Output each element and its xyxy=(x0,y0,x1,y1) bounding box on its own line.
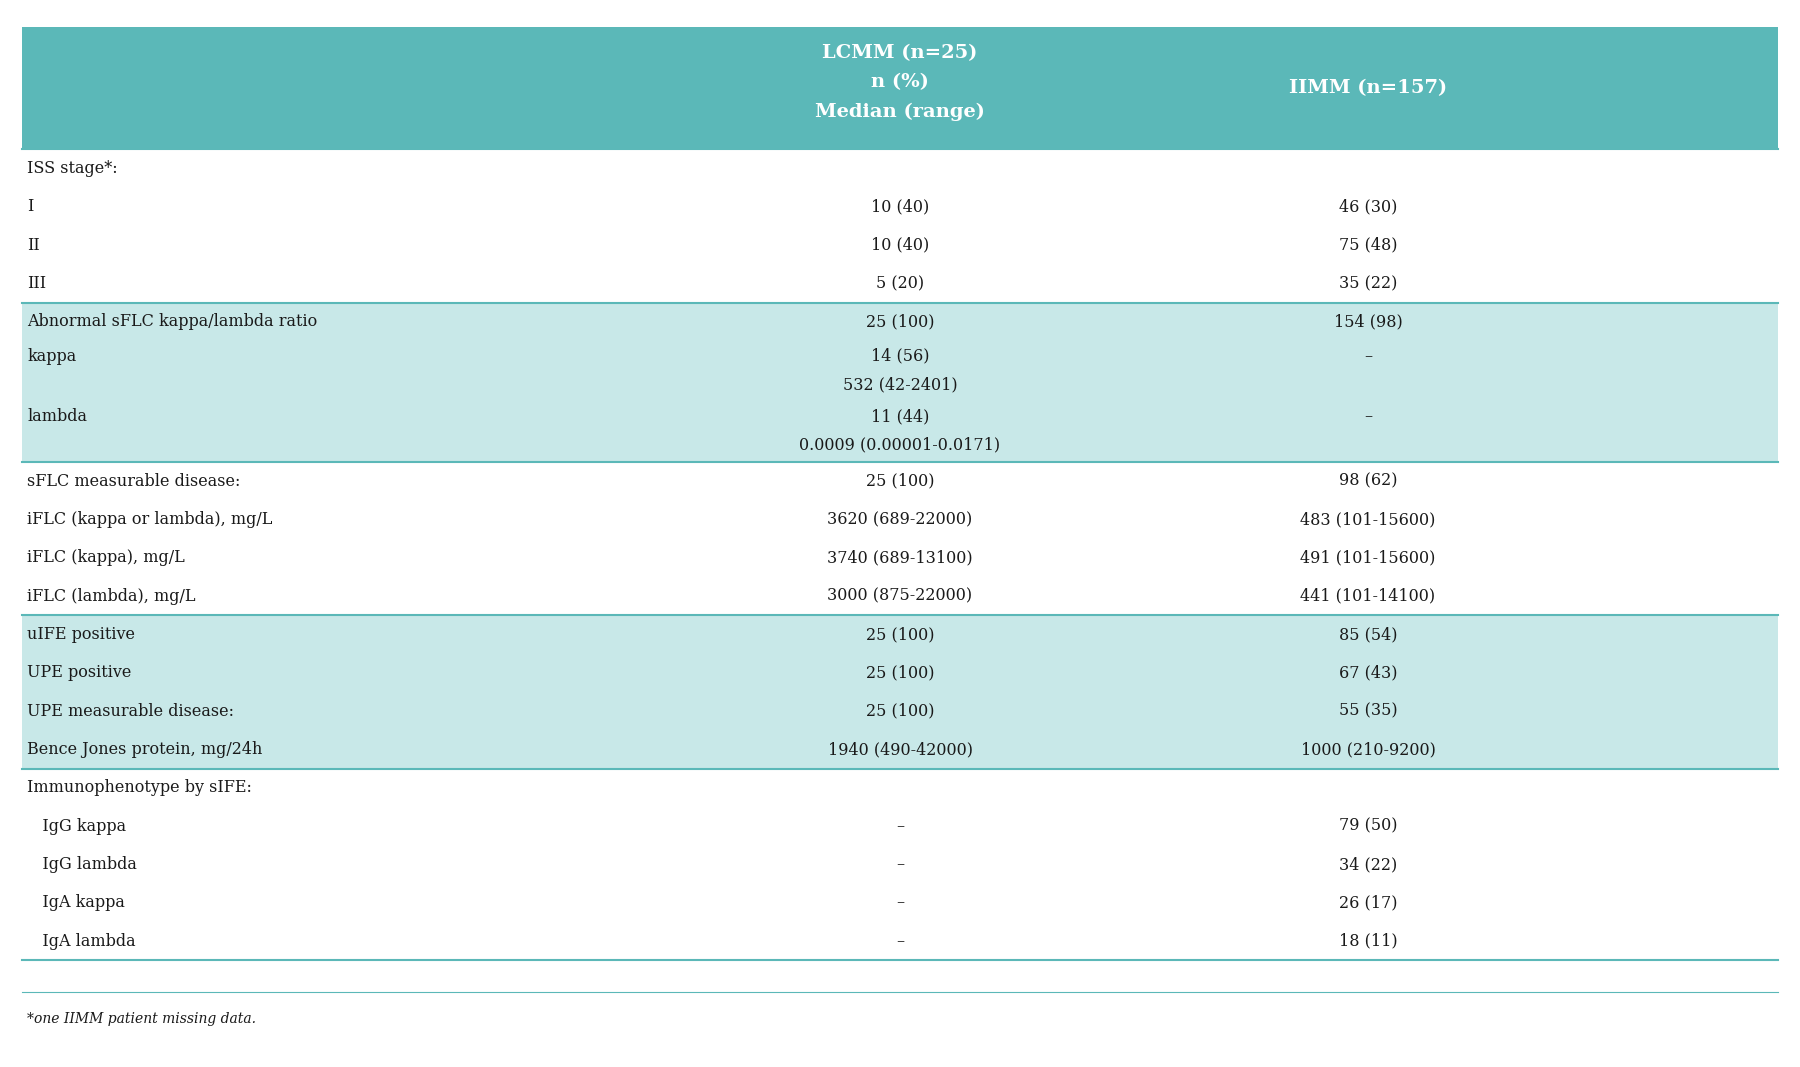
Text: 0.0009 (0.00001-0.0171): 0.0009 (0.00001-0.0171) xyxy=(799,436,1001,453)
Bar xyxy=(22,692,1778,730)
Text: I: I xyxy=(27,198,34,216)
Bar xyxy=(22,883,1778,922)
Text: 75 (48): 75 (48) xyxy=(1339,237,1397,254)
Text: Median (range): Median (range) xyxy=(815,102,985,121)
Text: 483 (101-15600): 483 (101-15600) xyxy=(1300,511,1436,528)
Text: IgA kappa: IgA kappa xyxy=(27,894,124,911)
Text: 3000 (875-22000): 3000 (875-22000) xyxy=(828,588,972,605)
Text: 10 (40): 10 (40) xyxy=(871,198,929,216)
Bar xyxy=(22,462,1778,500)
Text: 25 (100): 25 (100) xyxy=(866,626,934,643)
Bar xyxy=(22,807,1778,845)
Text: –: – xyxy=(896,933,904,950)
Text: uIFE positive: uIFE positive xyxy=(27,626,135,643)
Text: 85 (54): 85 (54) xyxy=(1339,626,1397,643)
Text: 10 (40): 10 (40) xyxy=(871,237,929,254)
Text: 5 (20): 5 (20) xyxy=(877,275,923,292)
Text: ISS stage*:: ISS stage*: xyxy=(27,160,117,177)
Bar xyxy=(22,845,1778,883)
Text: UPE positive: UPE positive xyxy=(27,665,131,682)
Text: –: – xyxy=(1364,409,1372,425)
Text: lambda: lambda xyxy=(27,409,86,425)
Bar xyxy=(22,730,1778,768)
Text: *one IIMM patient missing data.: *one IIMM patient missing data. xyxy=(27,1012,256,1026)
Bar xyxy=(22,303,1778,341)
Text: 26 (17): 26 (17) xyxy=(1339,894,1397,911)
Text: IgA lambda: IgA lambda xyxy=(27,933,135,950)
Text: IgG kappa: IgG kappa xyxy=(27,817,126,834)
Bar xyxy=(22,768,1778,807)
Text: 491 (101-15600): 491 (101-15600) xyxy=(1300,550,1436,567)
Bar xyxy=(22,226,1778,265)
Text: kappa: kappa xyxy=(27,348,76,365)
Bar xyxy=(22,654,1778,692)
Text: –: – xyxy=(1364,348,1372,365)
Text: –: – xyxy=(896,817,904,834)
Text: 441 (101-14100): 441 (101-14100) xyxy=(1300,588,1436,605)
Text: iFLC (kappa or lambda), mg/L: iFLC (kappa or lambda), mg/L xyxy=(27,511,272,528)
Text: 18 (11): 18 (11) xyxy=(1339,933,1397,950)
Text: 55 (35): 55 (35) xyxy=(1339,703,1397,719)
Text: –: – xyxy=(896,856,904,873)
Text: LCMM (n=25): LCMM (n=25) xyxy=(823,44,977,62)
Bar xyxy=(22,401,1778,462)
Text: UPE measurable disease:: UPE measurable disease: xyxy=(27,703,234,719)
Text: 3620 (689-22000): 3620 (689-22000) xyxy=(828,511,972,528)
Bar xyxy=(22,616,1778,654)
Text: Abnormal sFLC kappa/lambda ratio: Abnormal sFLC kappa/lambda ratio xyxy=(27,314,317,331)
Text: 25 (100): 25 (100) xyxy=(866,703,934,719)
Text: 25 (100): 25 (100) xyxy=(866,665,934,682)
Text: 1940 (490-42000): 1940 (490-42000) xyxy=(828,740,972,758)
Text: iFLC (kappa), mg/L: iFLC (kappa), mg/L xyxy=(27,550,185,567)
Text: 11 (44): 11 (44) xyxy=(871,409,929,425)
Bar xyxy=(22,265,1778,303)
Text: 25 (100): 25 (100) xyxy=(866,314,934,331)
Text: 1000 (210-9200): 1000 (210-9200) xyxy=(1301,740,1435,758)
Text: 14 (56): 14 (56) xyxy=(871,348,929,365)
Text: III: III xyxy=(27,275,47,292)
Text: Bence Jones protein, mg/24h: Bence Jones protein, mg/24h xyxy=(27,740,263,758)
Bar xyxy=(22,341,1778,401)
Text: iFLC (lambda), mg/L: iFLC (lambda), mg/L xyxy=(27,588,196,605)
Text: II: II xyxy=(27,237,40,254)
Text: 98 (62): 98 (62) xyxy=(1339,473,1397,490)
Text: 532 (42-2401): 532 (42-2401) xyxy=(842,376,958,393)
Text: –: – xyxy=(896,894,904,911)
Text: n (%): n (%) xyxy=(871,74,929,91)
Text: Immunophenotype by sIFE:: Immunophenotype by sIFE: xyxy=(27,779,252,796)
Text: 35 (22): 35 (22) xyxy=(1339,275,1397,292)
Text: 79 (50): 79 (50) xyxy=(1339,817,1397,834)
Text: 25 (100): 25 (100) xyxy=(866,473,934,490)
Text: sFLC measurable disease:: sFLC measurable disease: xyxy=(27,473,241,490)
Bar xyxy=(22,149,1778,188)
Text: 34 (22): 34 (22) xyxy=(1339,856,1397,873)
Bar xyxy=(22,27,1778,149)
Bar xyxy=(22,539,1778,577)
Bar xyxy=(22,188,1778,226)
Bar xyxy=(22,922,1778,960)
Text: 3740 (689-13100): 3740 (689-13100) xyxy=(828,550,972,567)
Text: IIMM (n=157): IIMM (n=157) xyxy=(1289,79,1447,97)
Bar xyxy=(22,500,1778,539)
Text: 46 (30): 46 (30) xyxy=(1339,198,1397,216)
Text: IgG lambda: IgG lambda xyxy=(27,856,137,873)
Text: 154 (98): 154 (98) xyxy=(1334,314,1402,331)
Bar xyxy=(22,577,1778,616)
Text: 67 (43): 67 (43) xyxy=(1339,665,1397,682)
